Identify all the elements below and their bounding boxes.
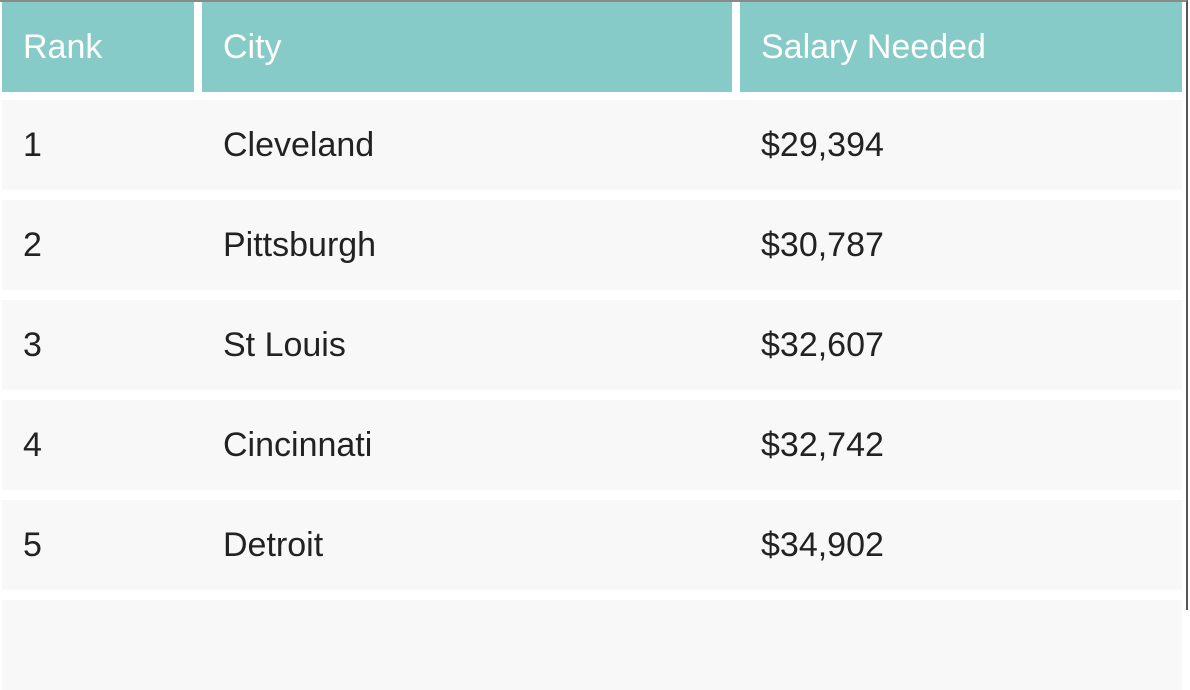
cell-salary: $34,902 bbox=[740, 500, 1182, 590]
table-frame bbox=[0, 0, 1188, 610]
cell-salary: $29,394 bbox=[740, 100, 1182, 190]
header-rank: Rank bbox=[2, 2, 194, 92]
cell-salary: $32,742 bbox=[740, 400, 1182, 490]
header-salary: Salary Needed bbox=[740, 2, 1182, 92]
cell-rank: 2 bbox=[2, 200, 194, 290]
header-city: City bbox=[202, 2, 732, 92]
cell-rank: 1 bbox=[2, 100, 194, 190]
cell-rank: 5 bbox=[2, 500, 194, 590]
cell-city: Detroit bbox=[202, 500, 732, 590]
cell-city: St Louis bbox=[202, 300, 732, 390]
cell-rank: 4 bbox=[2, 400, 194, 490]
cell-rank: 3 bbox=[2, 300, 194, 390]
cell-city: Cleveland bbox=[202, 100, 732, 190]
cell-city: Pittsburgh bbox=[202, 200, 732, 290]
cell-city: Cincinnati bbox=[202, 400, 732, 490]
cell-salary: $32,607 bbox=[740, 300, 1182, 390]
table-row bbox=[2, 600, 1182, 690]
cell-salary: $30,787 bbox=[740, 200, 1182, 290]
